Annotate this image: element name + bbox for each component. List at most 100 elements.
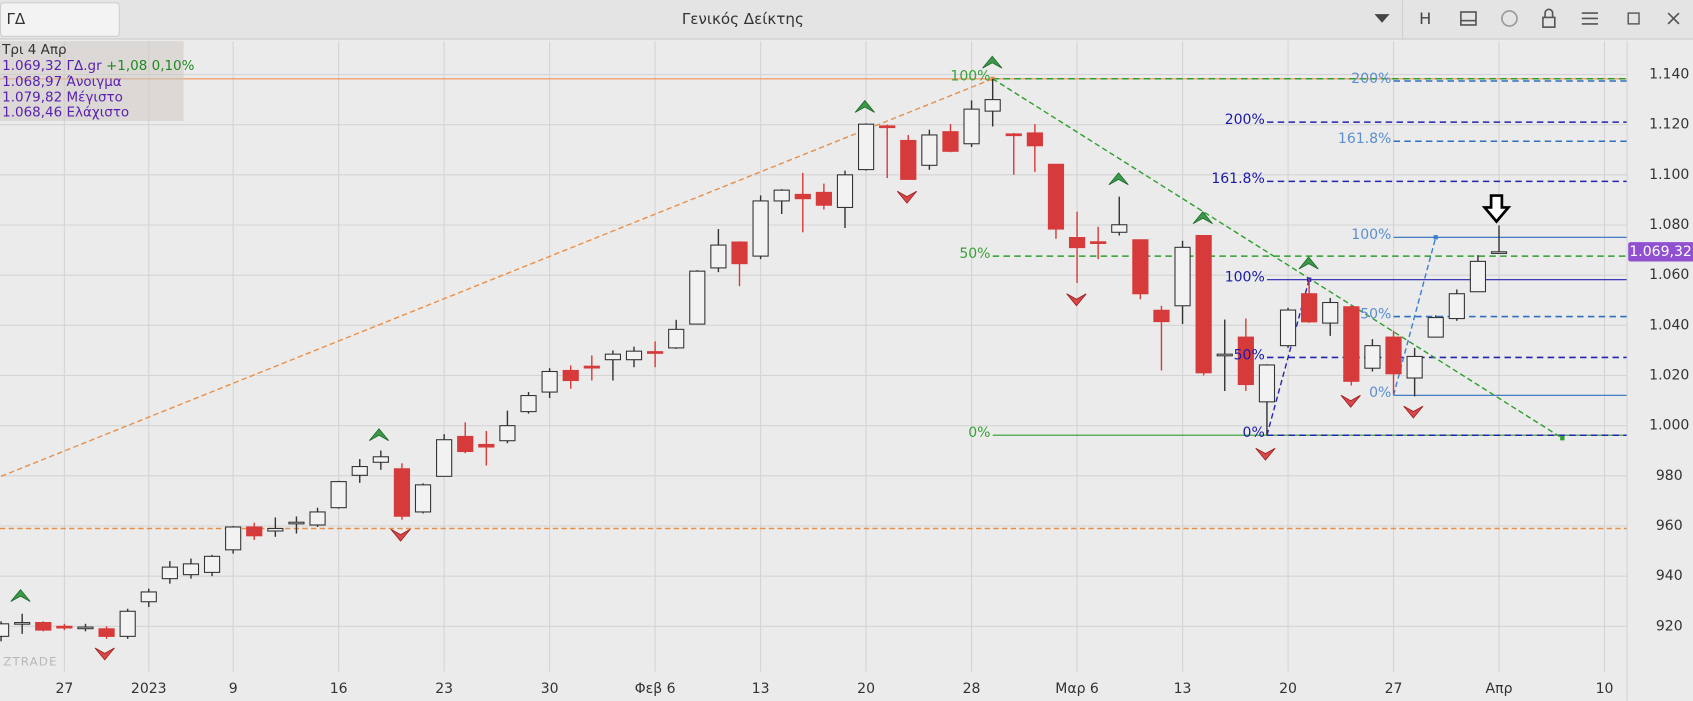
candle-body <box>583 365 600 369</box>
price-tag-label: 1.069,32 <box>1629 244 1691 260</box>
candle-body <box>1385 336 1402 375</box>
trendline-handle <box>1433 235 1438 240</box>
candle-body <box>0 623 10 637</box>
candle-body <box>414 484 432 513</box>
candle-body <box>773 189 790 202</box>
candle-body <box>372 456 389 463</box>
y-tick-label: 1.100 <box>1649 167 1689 183</box>
candle-body <box>1448 293 1465 320</box>
fractal-up <box>1298 256 1319 270</box>
x-tick-label: 16 <box>330 681 348 697</box>
candle-body <box>77 626 94 630</box>
fractal-down <box>1403 405 1424 419</box>
candle-body <box>668 328 685 349</box>
candle-body <box>1322 301 1339 324</box>
candle-body <box>1174 246 1191 307</box>
fractal-up <box>1192 211 1213 225</box>
candle-body <box>98 628 115 637</box>
info-open-value: 1.068,97 <box>2 74 62 90</box>
dropdown-button[interactable] <box>1374 14 1390 23</box>
candle-body <box>963 108 980 145</box>
candle-body <box>942 131 959 152</box>
fib-label: 161.8% <box>1338 131 1391 147</box>
link-button[interactable] <box>1501 10 1518 27</box>
candle-body <box>1005 133 1022 137</box>
candle-body <box>288 521 305 525</box>
y-tick-label: 1.020 <box>1649 368 1689 384</box>
fractal-up <box>1108 172 1129 186</box>
candle-body <box>267 527 284 532</box>
hamburger-button[interactable] <box>1581 12 1598 25</box>
pointer-arrow <box>1481 194 1512 224</box>
fib-label: 0% <box>1243 425 1265 441</box>
candle-body <box>1279 309 1297 347</box>
info-low-label: Ελάχιστο <box>67 104 130 120</box>
candle-body <box>794 193 811 200</box>
fractal-down <box>390 528 411 542</box>
trendline-handle <box>1560 436 1565 441</box>
fib-label: 100% <box>1351 227 1391 243</box>
candle-body <box>562 369 579 382</box>
fib-label: 100% <box>1225 270 1265 286</box>
fib-label: 200% <box>1351 71 1391 87</box>
price-tag <box>1628 242 1693 262</box>
candle-body <box>900 139 917 180</box>
watermark: ZTRADE <box>3 654 57 668</box>
symbol-input[interactable] <box>0 2 120 37</box>
candle-body <box>520 395 537 413</box>
candle-body <box>14 622 31 625</box>
close-button[interactable] <box>1667 12 1680 25</box>
candle-body <box>1237 336 1254 386</box>
candle-body <box>1301 293 1318 323</box>
candle-body <box>836 174 854 208</box>
lock-button[interactable] <box>1542 16 1556 28</box>
x-tick-label: 30 <box>541 681 559 697</box>
candle-body <box>246 526 263 537</box>
fib-label: 50% <box>959 246 990 262</box>
x-tick-label: 20 <box>1279 681 1297 697</box>
candle-body <box>1216 353 1233 357</box>
candle-body <box>625 350 643 361</box>
candle-body <box>225 526 242 551</box>
x-tick-label: 28 <box>963 681 981 697</box>
candle-body <box>921 134 938 166</box>
candle-body <box>1153 309 1170 323</box>
candle-body <box>351 466 368 476</box>
candle-body <box>203 555 221 573</box>
y-tick-label: 1.060 <box>1649 267 1689 283</box>
x-tick-label: 13 <box>1174 681 1192 697</box>
y-tick-label: 960 <box>1656 518 1683 534</box>
x-tick-label: 20 <box>857 681 875 697</box>
info-open-label: Άνοιγμα <box>67 74 122 90</box>
candle-body <box>857 123 875 171</box>
x-tick-label: Απρ <box>1486 681 1513 697</box>
candle-body <box>1427 317 1444 338</box>
candle-body <box>140 591 157 603</box>
y-tick-label: 1.040 <box>1649 317 1689 333</box>
y-tick-label: 1.000 <box>1649 418 1689 434</box>
info-high-value: 1.079,82 <box>2 89 62 105</box>
candle-body <box>161 566 178 580</box>
candle-body <box>1406 355 1423 379</box>
candle-body <box>815 191 832 206</box>
menu-h[interactable]: H <box>1419 9 1431 28</box>
candle-body <box>689 270 706 325</box>
symbol-text: ΓΔ <box>6 10 25 28</box>
candle-body <box>1047 163 1065 230</box>
fractal-down <box>94 647 115 661</box>
candle-body <box>604 353 622 361</box>
candle-body <box>56 625 73 629</box>
fib-label: 100% <box>950 69 990 85</box>
candle-body <box>393 468 411 517</box>
restore-button[interactable] <box>1627 12 1640 25</box>
candle-body <box>1090 241 1107 244</box>
y-tick-label: 1.080 <box>1649 217 1689 233</box>
candle-body <box>182 563 200 576</box>
candle-body <box>436 439 453 477</box>
info-price-value: 1.069,32 <box>2 58 62 74</box>
fractal-down <box>1255 447 1276 461</box>
x-tick-label: Φεβ 6 <box>635 681 676 697</box>
candle-body <box>35 622 52 631</box>
fib-label: 161.8% <box>1211 171 1264 187</box>
panel-button[interactable] <box>1460 11 1477 26</box>
